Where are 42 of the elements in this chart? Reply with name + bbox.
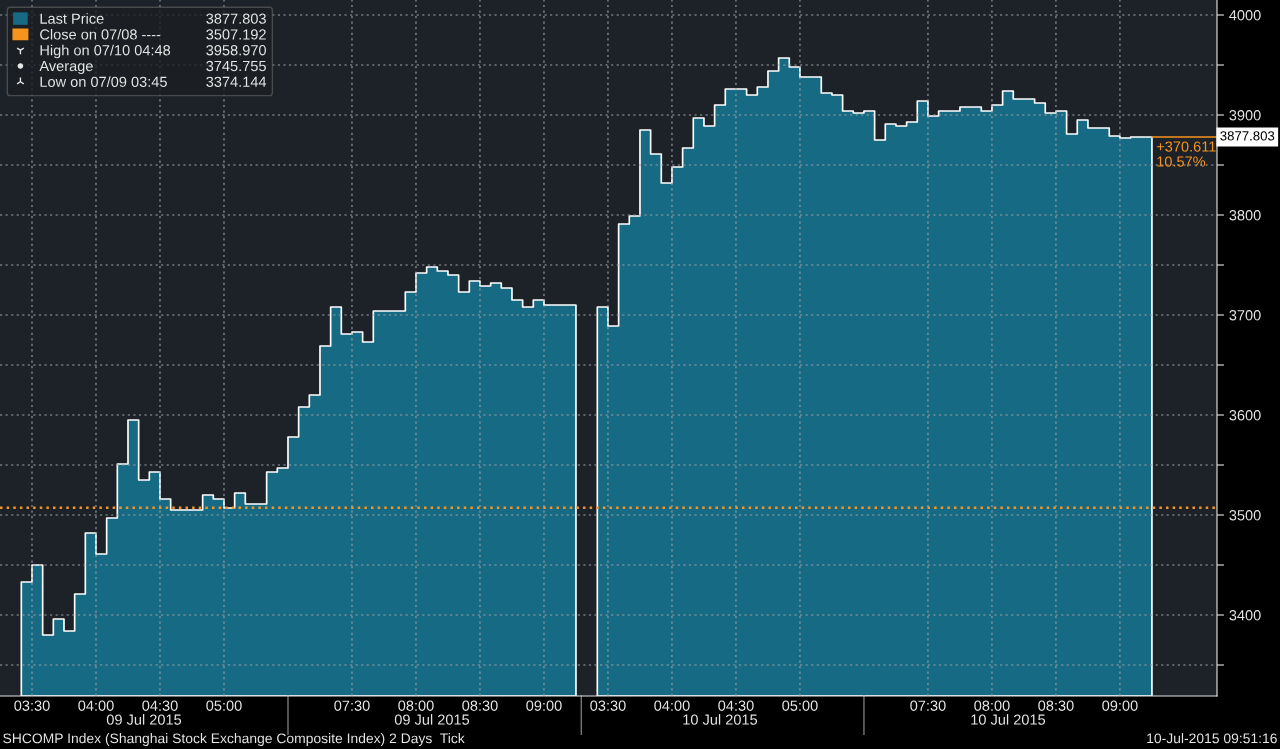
- y-tick-label: 3400: [1229, 610, 1261, 621]
- x-tick-label: 08:00: [974, 700, 1010, 711]
- x-tick-label: 05:00: [782, 700, 818, 711]
- annotation: +370.611: [1156, 141, 1216, 152]
- text: 10.57%: [1157, 156, 1206, 167]
- text: 09 Jul 2015: [106, 714, 182, 725]
- annotation: 3958.970: [206, 45, 266, 56]
- annotation: 3507.192: [206, 29, 266, 40]
- text: 3877.803: [1220, 131, 1275, 141]
- x-tick-label: 08:30: [1038, 700, 1074, 711]
- x-tick-label: 07:30: [910, 700, 946, 711]
- annotation: Average: [39, 61, 93, 75]
- annotation: 3745.755: [206, 60, 266, 72]
- annotation: High on 07/10 04:48: [40, 44, 171, 59]
- x-tick-label: 03:30: [590, 700, 626, 711]
- text: 09 Jul 2015: [394, 714, 470, 725]
- annotation: Low on 07/09 03:45: [40, 76, 167, 87]
- legend-label: Close on 07/08 ----: [40, 28, 161, 40]
- x-tick-label: 04:30: [718, 700, 754, 711]
- annotation: 3877.803: [206, 13, 266, 24]
- y-tick-label: 3800: [1229, 210, 1261, 221]
- y-tick-label: 3900: [1229, 110, 1261, 121]
- y-tick-label: 3600: [1229, 410, 1261, 421]
- text: 10 Jul 2015: [683, 714, 758, 725]
- x-tick-label: 04:00: [78, 700, 114, 711]
- y-tick-label: 4000: [1229, 10, 1261, 21]
- x-tick-label: 08:00: [398, 700, 434, 711]
- text: SHCOMP Index (Shanghai Stock Exchange Composite Index) 2 Days Tick: [3, 733, 465, 746]
- y-tick-label: 3500: [1229, 510, 1261, 521]
- text: 10-Jul-2015 09:51:16: [1147, 733, 1277, 744]
- text: 10 Jul 2015: [971, 714, 1046, 725]
- annotation: 3374.144: [206, 76, 267, 87]
- x-tick-label: 04:00: [654, 700, 690, 711]
- x-tick-label: 04:30: [142, 700, 178, 711]
- x-tick-label: 03:30: [14, 700, 50, 711]
- x-tick-label: 09:00: [1102, 700, 1138, 711]
- x-tick-label: 07:30: [334, 700, 370, 711]
- x-tick-label: 09:00: [526, 700, 562, 711]
- x-tick-label: 08:30: [462, 700, 498, 711]
- y-tick-label: 3700: [1229, 310, 1261, 321]
- text: Last Price: [40, 13, 104, 24]
- x-tick-label: 05:00: [206, 700, 242, 711]
